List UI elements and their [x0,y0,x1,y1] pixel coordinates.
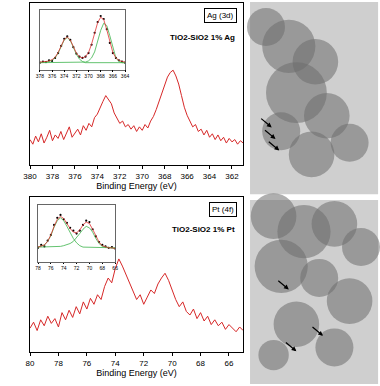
svg-text:78: 78 [35,265,41,271]
svg-text:370: 370 [136,172,150,181]
svg-text:Ag (3d): Ag (3d) [207,11,234,20]
svg-text:Pt (4f): Pt (4f) [212,205,234,214]
svg-text:72: 72 [74,265,80,271]
svg-text:76: 76 [82,359,91,368]
svg-text:376: 376 [48,73,57,79]
svg-text:368: 368 [97,73,106,79]
svg-text:76: 76 [48,265,54,271]
svg-text:376: 376 [68,172,82,181]
svg-text:380: 380 [23,172,37,181]
svg-text:TiO2-SiO2 1% Pt: TiO2-SiO2 1% Pt [172,225,235,234]
svg-text:70: 70 [87,265,93,271]
svg-text:362: 362 [225,172,239,181]
svg-text:66: 66 [112,265,118,271]
svg-text:Binding Energy (eV): Binding Energy (eV) [96,181,177,191]
svg-text:68: 68 [196,359,205,368]
svg-text:66: 66 [225,359,234,368]
svg-text:374: 374 [60,73,69,79]
svg-text:70: 70 [168,359,177,368]
svg-text:74: 74 [61,265,67,271]
svg-text:372: 372 [113,172,127,181]
svg-text:370: 370 [84,73,93,79]
svg-text:378: 378 [36,73,45,79]
svg-text:368: 368 [158,172,172,181]
svg-text:78: 78 [54,359,63,368]
svg-text:Binding Energy (eV): Binding Energy (eV) [96,368,177,378]
svg-text:74: 74 [111,359,120,368]
svg-text:374: 374 [91,172,105,181]
svg-text:366: 366 [180,172,194,181]
svg-text:372: 372 [72,73,81,79]
svg-text:TiO2-SiO2 1% Ag: TiO2-SiO2 1% Ag [170,33,235,42]
svg-text:378: 378 [46,172,60,181]
svg-text:364: 364 [121,73,130,79]
svg-text:72: 72 [139,359,148,368]
svg-text:366: 366 [109,73,118,79]
svg-text:80: 80 [26,359,35,368]
svg-text:68: 68 [99,265,105,271]
svg-text:364: 364 [203,172,217,181]
